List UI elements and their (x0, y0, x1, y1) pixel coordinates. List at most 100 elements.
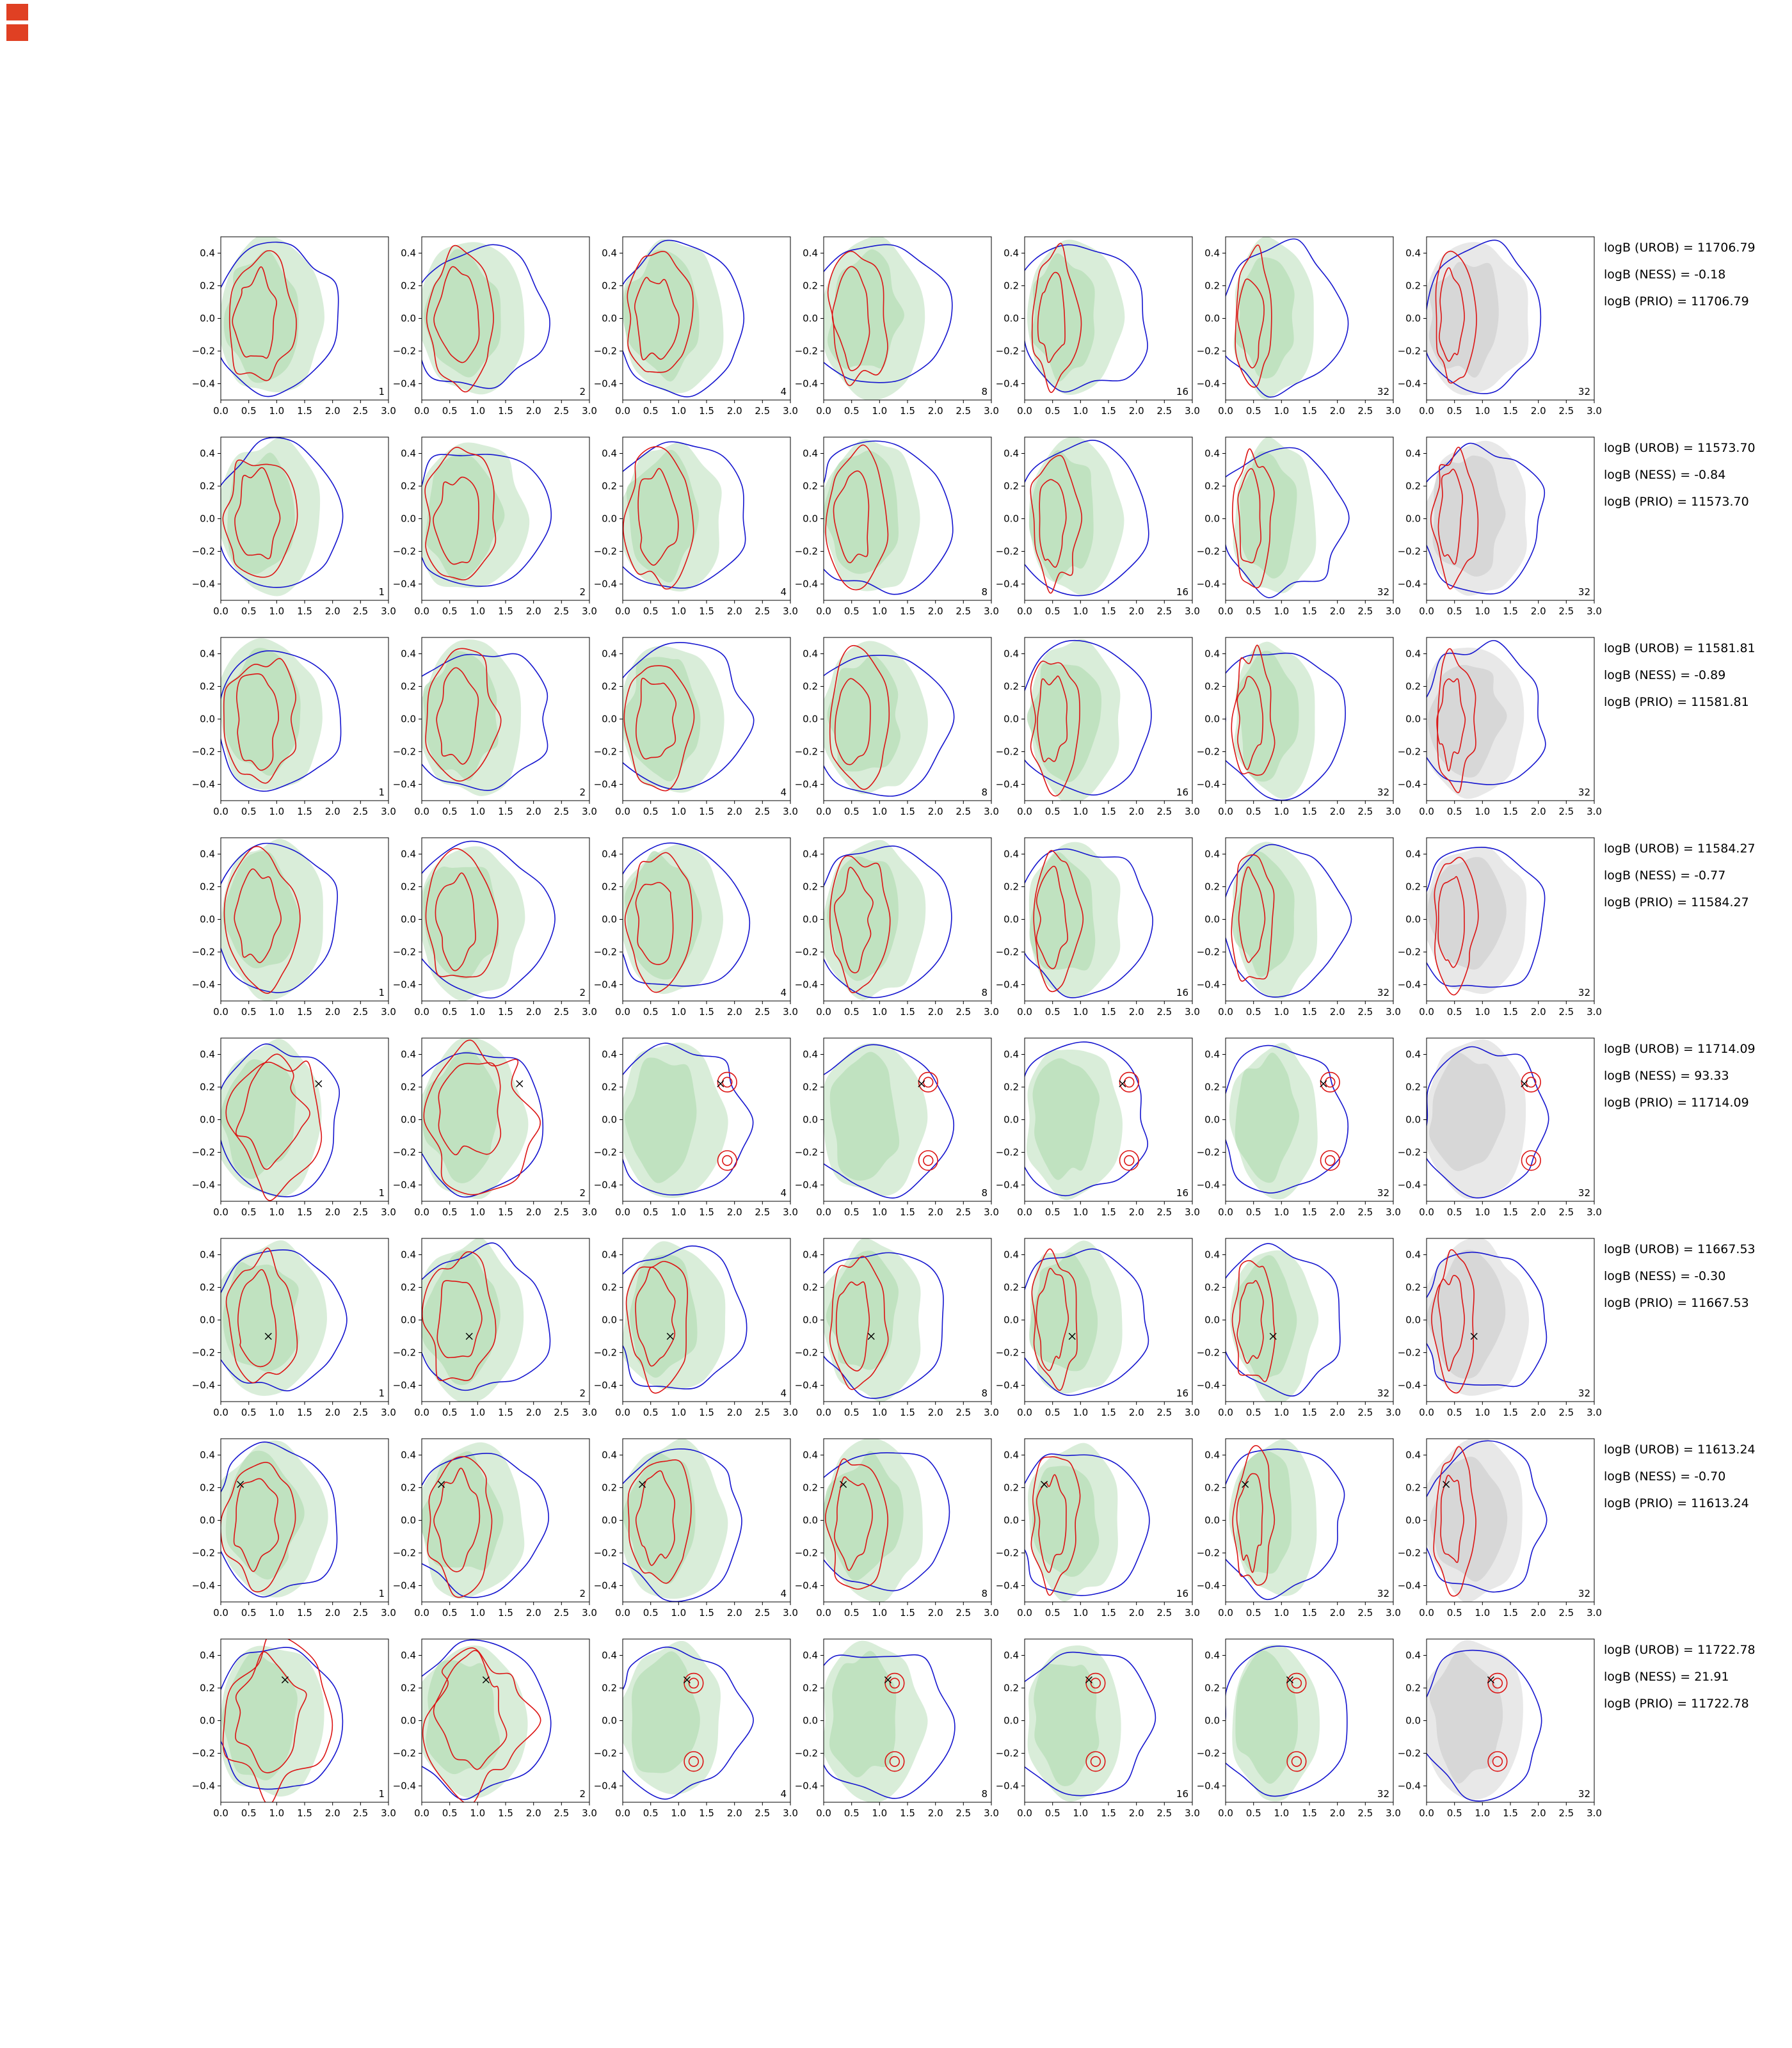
y-axis-ticks: 0.4 0.2 0.0 −0.2 −0.4 (795, 448, 824, 590)
x-axis-ticks: 0.0 0.5 1.0 1.5 2.0 2.5 3.0 (1017, 801, 1200, 817)
red-contour-inner (1236, 1280, 1264, 1364)
panel-count-label: 16 (1176, 1588, 1188, 1599)
svg-text:0.4: 0.4 (602, 1049, 617, 1060)
axes-border (1024, 236, 1193, 401)
svg-text:2.0: 2.0 (928, 1807, 943, 1819)
svg-text:0.5: 0.5 (1246, 1006, 1261, 1018)
blue-contour (422, 840, 556, 999)
y-axis-ticks: 0.4 0.2 0.0 −0.2 −0.4 (192, 849, 221, 991)
svg-text:1.0: 1.0 (470, 1807, 485, 1819)
svg-text:0.5: 0.5 (643, 605, 659, 617)
posterior-fill-inner (1428, 665, 1507, 778)
row-annotation-block-6: logB (UROB) = 11667.53 logB (NESS) = -0.3… (1604, 1244, 1770, 1324)
contour-panel-r4c6: 0.0 0.5 1.0 1.5 2.0 2.5 3.0 0.4 0.2 0.0 −0.2 −0.4 32 (1197, 837, 1401, 1018)
panel-count-label: 8 (981, 586, 988, 598)
svg-text:0.0: 0.0 (1204, 513, 1220, 525)
svg-text:2.5: 2.5 (1558, 405, 1574, 417)
svg-text:−0.4: −0.4 (393, 1180, 416, 1191)
svg-text:−0.4: −0.4 (996, 779, 1019, 790)
x-marker (482, 1676, 490, 1684)
blue-contour (1226, 238, 1349, 398)
svg-text:1.0: 1.0 (872, 1807, 887, 1819)
svg-text:−0.2: −0.2 (594, 1147, 617, 1158)
svg-text:1.5: 1.5 (498, 806, 513, 817)
svg-text:1.5: 1.5 (1101, 605, 1116, 617)
x-marker (1487, 1676, 1494, 1684)
red-contour-inner (1036, 1268, 1069, 1372)
svg-text:0.4: 0.4 (401, 1249, 416, 1261)
x-marker (1286, 1676, 1293, 1684)
x-axis-ticks: 0.0 0.5 1.0 1.5 2.0 2.5 3.0 (615, 600, 798, 617)
posterior-fill-inner (625, 851, 702, 980)
row-annotation-block-4: logB (UROB) = 11584.27 logB (NESS) = -0.7… (1604, 843, 1770, 924)
red-contour-inner (1237, 468, 1261, 564)
logb-prio-label: logB (PRIO) = 11573.70 (1604, 495, 1749, 509)
svg-text:2.5: 2.5 (1156, 1607, 1172, 1619)
svg-text:0.0: 0.0 (213, 1206, 228, 1218)
contour-panel-r2c6: 0.0 0.5 1.0 1.5 2.0 2.5 3.0 0.4 0.2 0.0 −0.2 −0.4 32 (1197, 436, 1401, 617)
svg-text:−0.2: −0.2 (1197, 1748, 1220, 1759)
svg-text:0.4: 0.4 (1405, 1049, 1421, 1060)
blue-contour (221, 437, 344, 588)
contour-layers (422, 1639, 552, 1802)
posterior-fill-inner (223, 648, 301, 776)
svg-text:2.0: 2.0 (1330, 405, 1345, 417)
svg-text:3.0: 3.0 (381, 806, 396, 817)
svg-text:2.5: 2.5 (956, 1807, 971, 1819)
red-contour-ring-outer (717, 1071, 737, 1093)
red-contour-inner (232, 266, 277, 359)
svg-text:0.0: 0.0 (401, 1715, 416, 1727)
svg-text:−0.4: −0.4 (996, 1580, 1019, 1592)
red-contour-inner (1236, 1473, 1263, 1573)
red-contour-ring-inner (1090, 1756, 1101, 1767)
svg-text:0.0: 0.0 (816, 605, 831, 617)
svg-text:−0.4: −0.4 (594, 1780, 617, 1792)
contour-layers (1025, 639, 1152, 801)
panel-count-label: 32 (1578, 386, 1590, 397)
axes-border (1225, 637, 1394, 801)
svg-text:−0.2: −0.2 (996, 1347, 1019, 1359)
axes-border (622, 637, 791, 801)
red-contour-inner (236, 1053, 310, 1170)
svg-text:−0.2: −0.2 (192, 746, 215, 758)
red-contour-inner (1436, 678, 1466, 772)
y-axis-ticks: 0.4 0.2 0.0 −0.2 −0.4 (1398, 248, 1427, 390)
panel-count-label: 4 (780, 386, 787, 397)
svg-text:0.4: 0.4 (1405, 248, 1421, 259)
red-contour-ring-outer (1320, 1150, 1340, 1171)
red-contour-ring-outer (684, 1751, 704, 1772)
svg-text:0.2: 0.2 (1204, 1482, 1220, 1494)
blue-contour (824, 655, 955, 797)
svg-text:1.5: 1.5 (1302, 806, 1317, 817)
svg-text:0.0: 0.0 (1017, 605, 1032, 617)
svg-text:2.0: 2.0 (1531, 806, 1546, 817)
y-axis-ticks: 0.4 0.2 0.0 −0.2 −0.4 (192, 248, 221, 390)
contour-panel-r4c7: 0.0 0.5 1.0 1.5 2.0 2.5 3.0 0.4 0.2 0.0 −0.2 −0.4 32 (1398, 837, 1602, 1018)
y-axis-ticks: 0.4 0.2 0.0 −0.2 −0.4 (1197, 1650, 1226, 1792)
svg-text:0.5: 0.5 (1045, 1006, 1060, 1018)
svg-text:−0.4: −0.4 (1398, 979, 1421, 991)
posterior-fill-inner (632, 1651, 700, 1773)
svg-text:−0.2: −0.2 (594, 346, 617, 357)
svg-text:−0.4: −0.4 (393, 1780, 416, 1792)
svg-text:3.0: 3.0 (1386, 405, 1401, 417)
svg-text:−0.4: −0.4 (192, 1180, 215, 1191)
svg-text:0.2: 0.2 (1204, 881, 1220, 893)
panel-count-label: 2 (579, 787, 586, 798)
panel-count-label: 2 (579, 1788, 586, 1800)
posterior-fill-inner (827, 249, 904, 369)
svg-text:0.5: 0.5 (1045, 806, 1060, 817)
svg-text:0.0: 0.0 (1004, 1715, 1019, 1727)
svg-text:2.0: 2.0 (727, 405, 742, 417)
panel-count-label: 2 (579, 586, 586, 598)
svg-text:3.0: 3.0 (582, 1407, 597, 1418)
blue-contour (824, 1044, 955, 1199)
blue-contour (1025, 1453, 1150, 1596)
svg-text:0.5: 0.5 (442, 806, 458, 817)
svg-text:3.0: 3.0 (381, 405, 396, 417)
svg-text:2.0: 2.0 (928, 405, 943, 417)
svg-text:−0.4: −0.4 (996, 378, 1019, 390)
svg-text:0.5: 0.5 (1447, 1006, 1462, 1018)
contour-layers (623, 1043, 754, 1198)
svg-text:0.2: 0.2 (1204, 1282, 1220, 1293)
